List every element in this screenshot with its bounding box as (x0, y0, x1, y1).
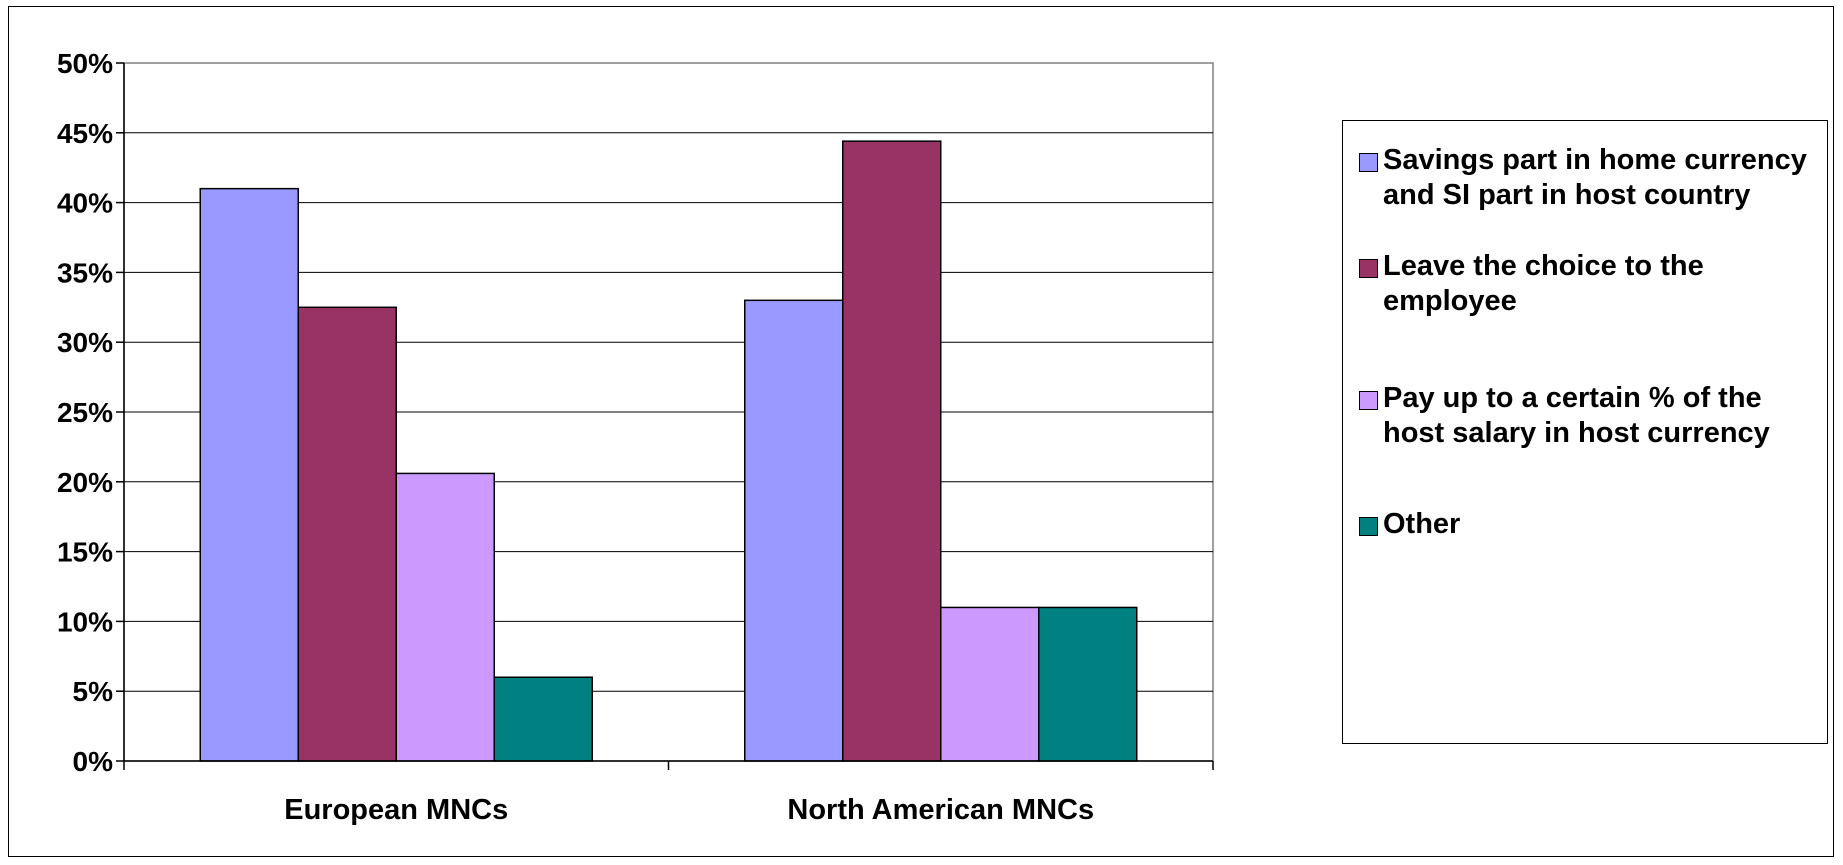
bar-1-3 (1039, 607, 1137, 761)
y-tick-label: 20% (57, 467, 113, 498)
legend-label: Savings part in home currency and SI par… (1383, 143, 1827, 213)
bar-0-1 (298, 307, 396, 761)
bar-1-1 (843, 141, 941, 761)
chart-frame: 0% 5% 10% 15% 20% 25% 30% 35% 40% 45% 50% European… (8, 6, 1834, 857)
y-tick-label: 10% (57, 606, 113, 637)
legend-swatch (1359, 391, 1378, 410)
legend-swatch (1359, 259, 1378, 278)
legend-label: Leave the choice to the employee (1383, 249, 1827, 319)
y-tick-label: 30% (57, 327, 113, 358)
legend-item: Leave the choice to the employee (1359, 249, 1827, 319)
y-tick-label: 15% (57, 537, 113, 568)
legend-item: Savings part in home currency and SI par… (1359, 143, 1827, 213)
bar-0-0 (200, 189, 298, 761)
x-category-labels: European MNCs North American MNCs (284, 794, 1094, 826)
legend-item: Other (1359, 507, 1827, 542)
y-tick-label: 50% (57, 48, 113, 79)
y-tick-label: 25% (57, 397, 113, 428)
bar-1-0 (745, 300, 843, 761)
legend-swatch (1359, 153, 1378, 172)
y-tick-label: 5% (73, 676, 114, 707)
y-tick-label: 0% (73, 746, 114, 777)
legend: Savings part in home currency and SI par… (1342, 120, 1828, 744)
y-tick-label: 35% (57, 257, 113, 288)
x-category-label: North American MNCs (787, 794, 1094, 826)
legend-label: Other (1383, 507, 1827, 542)
legend-label: Pay up to a certain % of the host salary… (1383, 381, 1827, 451)
legend-item: Pay up to a certain % of the host salary… (1359, 381, 1827, 451)
bar-0-3 (494, 677, 592, 761)
bar-1-2 (941, 607, 1039, 761)
x-category-label: European MNCs (284, 794, 508, 826)
bar-0-2 (396, 473, 494, 761)
y-tick-labels: 0% 5% 10% 15% 20% 25% 30% 35% 40% 45% 50% (57, 48, 113, 777)
legend-swatch (1359, 517, 1378, 536)
y-tick-label: 45% (57, 118, 113, 149)
y-tick-label: 40% (57, 188, 113, 219)
